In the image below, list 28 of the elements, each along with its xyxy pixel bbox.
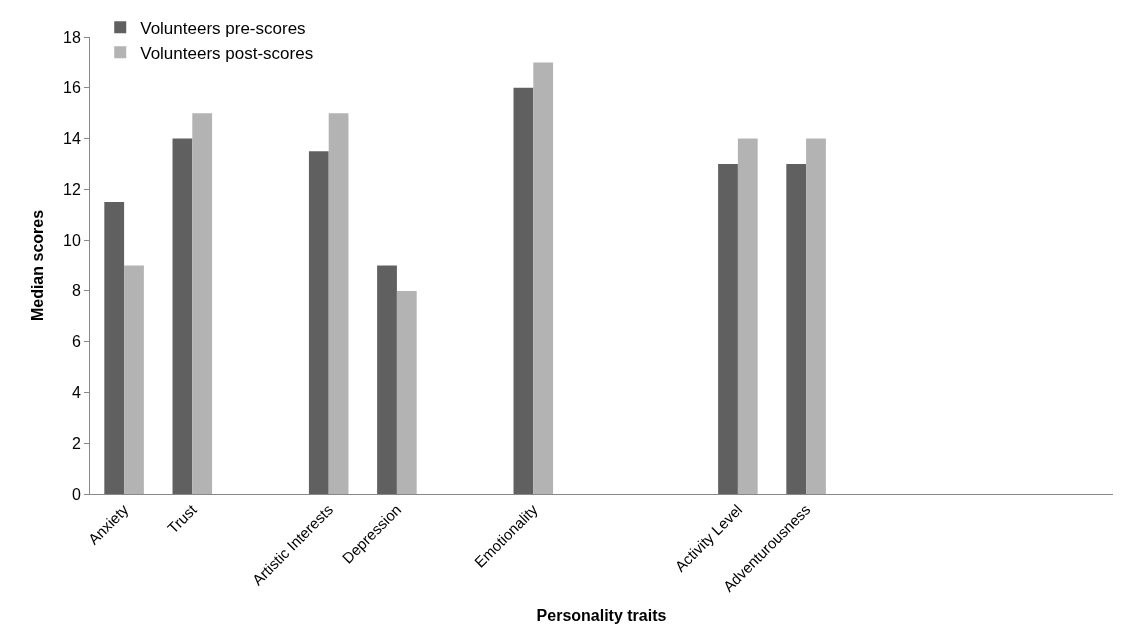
bar: [806, 138, 826, 494]
y-tick-label: 12: [63, 180, 81, 198]
legend-label: Volunteers pre-scores: [140, 18, 306, 38]
bar: [308, 151, 329, 494]
bar: [513, 87, 534, 494]
bar: [124, 265, 144, 494]
y-tick-label: 4: [71, 384, 81, 402]
y-tick-label: 14: [63, 130, 81, 148]
y-tick-label: 0: [71, 485, 81, 503]
bar: [328, 113, 349, 494]
x-axis-title: Personality traits: [536, 606, 667, 624]
bar: [533, 62, 554, 494]
bar: [172, 138, 193, 494]
bar: [396, 290, 417, 494]
y-tick-label: 18: [63, 28, 81, 46]
y-tick-label: 8: [71, 282, 81, 300]
y-tick-label: 2: [71, 434, 81, 452]
bar: [192, 113, 213, 494]
bar: [786, 163, 807, 494]
bar: [718, 163, 738, 494]
y-tick-label: 6: [71, 333, 81, 351]
bar: [737, 138, 758, 494]
bar: [377, 265, 397, 494]
y-tick-label: 16: [63, 79, 81, 97]
legend-label: Volunteers post-scores: [140, 43, 314, 63]
y-tick-label: 10: [63, 231, 81, 249]
y-axis-title: Median scores: [28, 209, 46, 322]
bar: [104, 202, 125, 494]
